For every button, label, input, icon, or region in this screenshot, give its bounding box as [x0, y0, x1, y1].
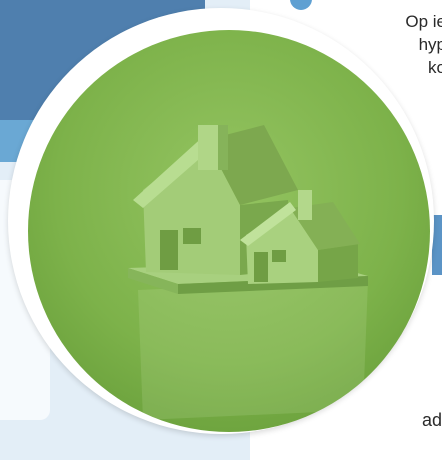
background-text: Op ie hyp ko — [346, 10, 442, 79]
text-line: hyp — [418, 35, 442, 54]
text-line: Op ie — [405, 12, 442, 31]
house-icon — [128, 125, 368, 420]
medallion-face — [28, 30, 430, 432]
house-medallion — [8, 8, 434, 434]
text-line: ko — [428, 58, 442, 77]
background-bar — [432, 215, 442, 275]
background-bubble — [290, 0, 312, 10]
background-text-bottom: ad — [421, 410, 442, 430]
